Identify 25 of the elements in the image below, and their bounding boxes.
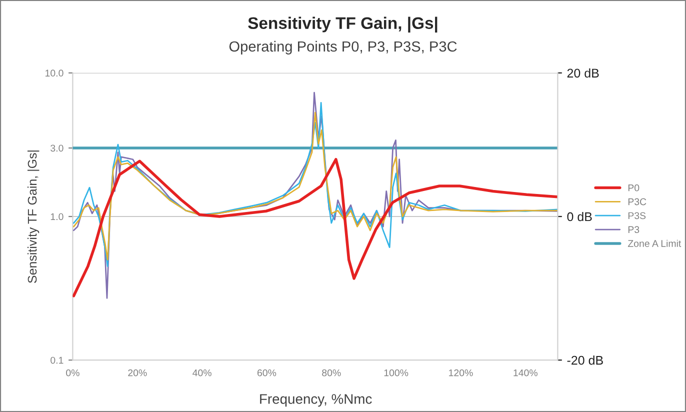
chart-subtitle: Operating Points P0, P3, P3S, P3C [229,40,457,55]
x-tick-label: 40% [192,369,212,376]
y-tick-label: 0.1 [50,356,64,364]
y2-tick-label: 0 dB [567,212,592,222]
y-tick-label: 1.0 [50,213,64,220]
x-tick-label: 120% [449,369,473,376]
y2-tick-label: -20 dB [567,356,603,365]
y-tick-label: 10.0 [46,70,64,77]
legend-label: Zone A Limit [628,240,682,247]
legend-label: P3C [628,198,646,206]
x-tick-label: 80% [322,369,341,376]
line-series [72,158,558,298]
y-tick-label: 3.0 [50,144,64,152]
y-axis-title: Sensitivity TF Gain, |Gs| [28,150,40,283]
chart-title: Sensitivity TF Gain, |Gs| [248,16,438,33]
x-tick-label: 0% [66,369,80,376]
x-tick-label: 140% [514,369,538,376]
legend-label: P3 [628,226,640,234]
x-tick-label: 60% [257,369,276,376]
x-axis-title: Frequency, %Nmc [260,394,372,407]
y2-tick-label: 20 dB [567,68,599,78]
legend-label: P0 [628,184,640,192]
x-tick-label: 100% [384,369,408,376]
legend-label: P3S [628,212,646,220]
x-tick-label: 20% [128,369,147,376]
